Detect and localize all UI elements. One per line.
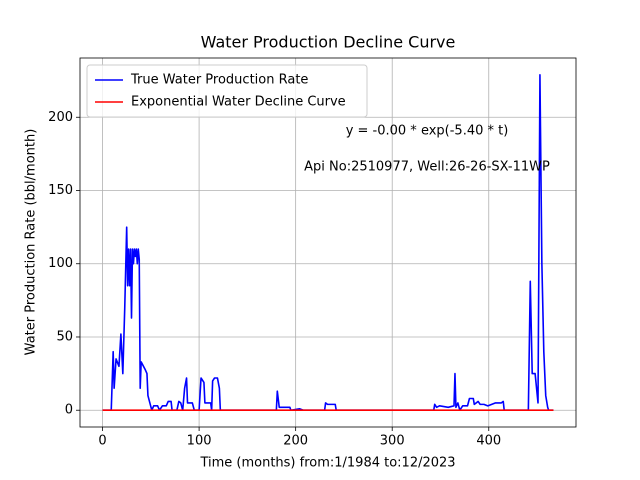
y-tick-label: 150 (48, 183, 73, 198)
chart-title: Water Production Decline Curve (201, 33, 456, 52)
x-tick-label: 200 (283, 434, 308, 449)
legend-label: Exponential Water Decline Curve (131, 95, 346, 110)
legend-label: True Water Production Rate (130, 73, 308, 88)
legend-box (86, 64, 368, 118)
x-tick-label: 0 (98, 434, 106, 449)
x-tick-label: 400 (476, 434, 501, 449)
x-tick-label: 100 (187, 434, 212, 449)
y-tick-label: 200 (48, 110, 73, 125)
x-axis-label: Time (months) from:1/1984 to:12/2023 (199, 456, 455, 471)
x-tick-label: 300 (380, 434, 405, 449)
plot-frame (79, 57, 577, 428)
data-line (102, 73, 554, 412)
y-tick-label: 50 (56, 329, 73, 344)
annotation: Api No:2510977, Well:26-26-SX-11WP (304, 160, 550, 175)
annotation: y = -0.00 * exp(-5.40 * t) (346, 124, 509, 139)
y-axis-label: Water Production Rate (bbl/month) (24, 129, 39, 356)
y-tick-label: 100 (48, 256, 73, 271)
plot-area: 0 100 200 300 400 0 50 100 150 200 (48, 57, 577, 449)
legend: True Water Production Rate Exponential Wa… (86, 64, 368, 118)
y-tick-label: 0 (65, 403, 73, 418)
